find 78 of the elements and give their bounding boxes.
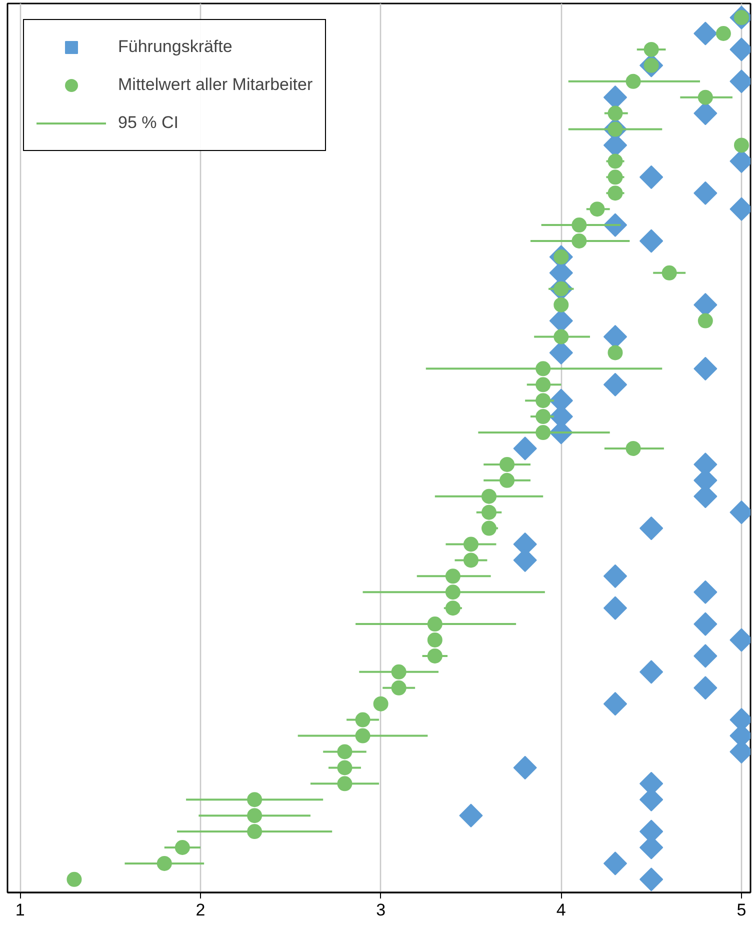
- point: [608, 154, 623, 169]
- point: [698, 313, 713, 328]
- point: [427, 632, 442, 648]
- point: [694, 580, 718, 604]
- point: [355, 712, 370, 728]
- point: [640, 516, 664, 540]
- point: [590, 202, 605, 217]
- point: [482, 488, 497, 504]
- point: [626, 74, 641, 89]
- point: [463, 536, 478, 552]
- point: [644, 42, 659, 57]
- point: [463, 552, 478, 568]
- x-tick-label: 2: [196, 900, 206, 920]
- point: [640, 660, 664, 684]
- point: [427, 616, 442, 632]
- point: [694, 612, 718, 636]
- point: [66, 872, 82, 887]
- point: [734, 138, 749, 153]
- point: [427, 648, 442, 664]
- point: [355, 728, 370, 744]
- point: [445, 568, 460, 584]
- point: [247, 824, 262, 840]
- point: [554, 329, 569, 344]
- point: [572, 234, 587, 248]
- point: [337, 776, 352, 792]
- legend-label: Mittelwert aller Mitarbeiter: [118, 75, 313, 95]
- point: [500, 456, 515, 472]
- point: [247, 792, 262, 808]
- point: [337, 760, 352, 776]
- point: [500, 472, 515, 488]
- point: [337, 744, 352, 760]
- point: [554, 297, 569, 312]
- point: [603, 372, 628, 396]
- point: [247, 808, 262, 824]
- point: [513, 436, 537, 460]
- point: [662, 265, 677, 280]
- point: [608, 170, 623, 185]
- point: [174, 840, 190, 855]
- point: [608, 345, 623, 360]
- point: [608, 186, 623, 201]
- point: [156, 856, 172, 871]
- point: [482, 504, 497, 520]
- point: [572, 218, 587, 233]
- point: [513, 756, 537, 780]
- legend-label: Führungskräfte: [118, 37, 232, 57]
- legend-label: 95 % CI: [118, 113, 178, 133]
- point: [640, 868, 664, 892]
- point: [694, 181, 718, 205]
- x-tick-label: 1: [15, 900, 25, 920]
- point: [536, 393, 551, 408]
- point: [640, 165, 664, 189]
- point: [445, 600, 460, 616]
- x-tick-label: 3: [376, 900, 386, 920]
- point: [716, 26, 731, 41]
- x-tick-label: 4: [556, 900, 566, 920]
- point: [603, 692, 628, 716]
- point: [373, 696, 388, 712]
- point: [536, 377, 551, 392]
- point: [603, 596, 628, 620]
- point: [391, 680, 406, 696]
- point: [536, 361, 551, 376]
- point: [608, 106, 623, 121]
- point: [391, 664, 406, 680]
- point: [698, 90, 713, 105]
- point: [640, 229, 664, 253]
- point: [482, 520, 497, 536]
- point: [445, 584, 460, 600]
- point: [603, 852, 628, 876]
- point: [694, 356, 718, 380]
- point: [694, 676, 718, 700]
- point: [626, 440, 641, 456]
- x-tick-label: 5: [736, 900, 746, 920]
- point: [536, 409, 551, 424]
- point: [694, 644, 718, 668]
- point: [694, 22, 718, 46]
- point: [459, 804, 483, 828]
- point: [536, 425, 551, 440]
- point: [603, 564, 628, 588]
